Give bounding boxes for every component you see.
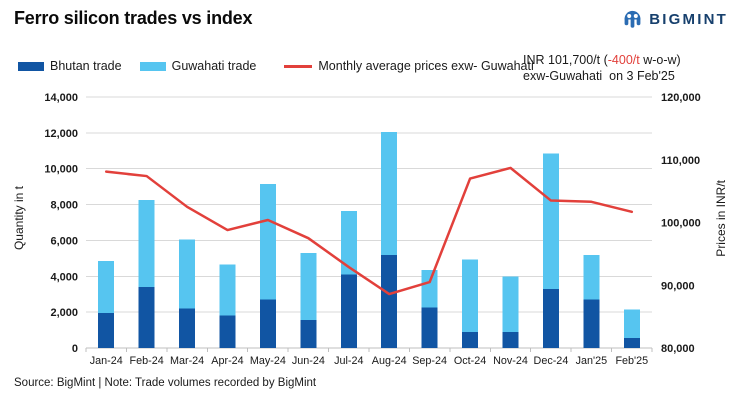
x-axis-tick-label: Dec-24	[534, 355, 569, 367]
x-axis-tick-label: Aug-24	[372, 355, 407, 367]
left-axis-tick-label: 4,000	[50, 271, 78, 283]
x-axis-tick-label: Mar-24	[170, 355, 204, 367]
guwahati-swatch	[139, 61, 166, 71]
bar-segment-guwahati	[542, 153, 559, 289]
bar-segment-guwahati	[462, 259, 479, 332]
bar-segment-guwahati	[340, 210, 357, 275]
bar-segment-bhutan	[381, 254, 398, 348]
annotation-prefix: INR 101,700/t (	[523, 53, 608, 67]
legend-label-guwahati: Guwahati trade	[171, 59, 257, 73]
page-title: Ferro silicon trades vs index	[14, 8, 253, 28]
bar-segment-bhutan	[300, 320, 317, 348]
right-axis-tick-label: 90,000	[661, 280, 695, 292]
bar-segment-bhutan	[138, 287, 155, 348]
legend-item-price-line: Monthly average prices exw- Guwahati	[284, 59, 534, 73]
bar-segment-guwahati	[583, 254, 600, 300]
x-axis-tick-label: Sep-24	[412, 355, 447, 367]
x-axis-tick-label: Apr-24	[211, 355, 243, 367]
annotation-change: -400/t	[607, 53, 640, 67]
bar-segment-bhutan	[502, 331, 519, 348]
price-line-swatch	[284, 64, 313, 68]
bar-segment-guwahati	[219, 264, 236, 316]
bar-segment-guwahati	[502, 276, 519, 332]
bar-segment-bhutan	[623, 338, 640, 348]
x-axis-tick-label: Jul-24	[334, 355, 363, 367]
bar-segment-guwahati	[300, 252, 317, 321]
x-axis-tick-label: Feb'25	[615, 355, 648, 367]
bar-segment-bhutan	[542, 288, 559, 348]
x-axis-tick-label: Jan-24	[90, 355, 123, 367]
bar-segment-guwahati	[381, 131, 398, 255]
bar-segment-guwahati	[179, 239, 196, 309]
price-annotation: INR 101,700/t (-400/t w-o-w) exw-Guwahat…	[523, 52, 681, 84]
left-axis-tick-label: 0	[72, 343, 78, 355]
left-axis-tick-label: 10,000	[44, 164, 78, 176]
x-axis-tick-label: Nov-24	[493, 355, 528, 367]
source-note: Source: BigMint | Note: Trade volumes re…	[14, 377, 317, 389]
left-axis-tick-label: 12,000	[44, 128, 78, 140]
x-axis-tick-label: Feb-24	[130, 355, 164, 367]
left-axis-tick-label: 14,000	[44, 92, 78, 104]
bar-segment-bhutan	[421, 307, 438, 348]
left-axis-tick-label: 8,000	[50, 200, 78, 212]
bhutan-swatch	[18, 61, 44, 71]
x-axis-tick-label: Jun-24	[292, 355, 325, 367]
chart-canvas: 0 2,000 4,000 6,000 8,000 10,000 12,000 14,000 8…	[44, 92, 701, 367]
bar-segment-guwahati	[98, 261, 115, 314]
bar-segment-guwahati	[421, 270, 438, 308]
bigmint-logo-icon	[624, 10, 641, 28]
legend-item-bhutan: Bhutan trade	[18, 59, 122, 73]
bar-segment-guwahati	[138, 200, 155, 288]
bar-segment-guwahati	[259, 183, 276, 300]
legend-item-guwahati: Guwahati trade	[139, 59, 257, 73]
annotation-suffix: w-o-w)	[639, 53, 681, 67]
bar-segment-guwahati	[623, 309, 640, 339]
right-axis-tick-label: 100,000	[661, 218, 701, 230]
left-axis-tick-label: 6,000	[50, 235, 78, 247]
bar-segment-bhutan	[340, 274, 357, 348]
legend-label-price-line: Monthly average prices exw- Guwahati	[318, 59, 534, 73]
legend-label-bhutan: Bhutan trade	[50, 59, 122, 73]
price-line	[104, 166, 634, 296]
right-axis-tick-label: 110,000	[661, 155, 700, 167]
bar-segment-bhutan	[98, 313, 115, 348]
bar-segment-bhutan	[219, 315, 236, 348]
x-axis-tick-label: Jan'25	[576, 355, 607, 367]
price-annotation-line1: INR 101,700/t (-400/t w-o-w)	[523, 52, 681, 68]
legend: Bhutan trade Guwahati trade Monthly aver…	[18, 59, 534, 73]
bar-segment-bhutan	[462, 331, 479, 348]
x-axis-tick-label: May-24	[250, 355, 286, 367]
bar-segment-bhutan	[179, 308, 196, 348]
x-axis-tick-label: Oct-24	[454, 355, 486, 367]
left-axis-tick-label: 2,000	[50, 307, 78, 319]
bigmint-logo-text: BIGMINT	[649, 11, 728, 28]
right-axis-tick-label: 120,000	[661, 92, 701, 104]
bigmint-logo: BIGMINT	[621, 8, 728, 31]
right-axis-tick-label: 80,000	[661, 343, 695, 355]
price-annotation-line2: exw-Guwahati on 3 Feb'25	[523, 69, 675, 83]
bar-segment-bhutan	[583, 299, 600, 348]
bar-segment-bhutan	[259, 299, 276, 348]
